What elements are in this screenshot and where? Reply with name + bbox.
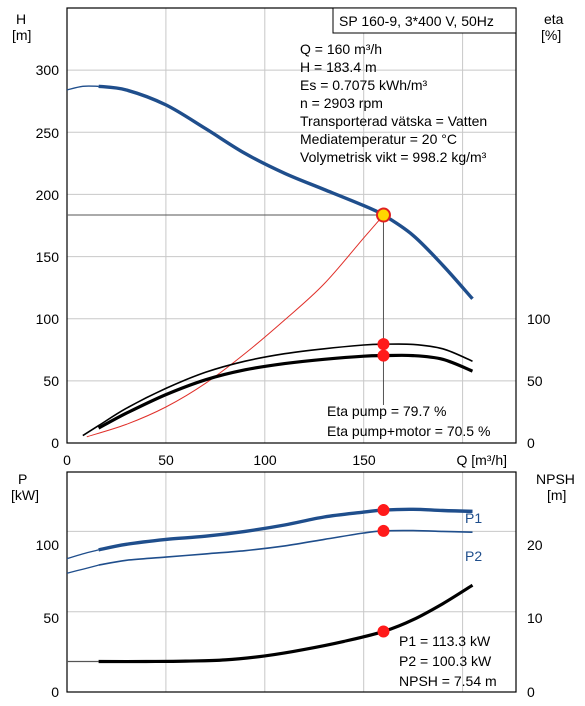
eta-pump-curve (82, 343, 473, 437)
top-ytick-left: 300 (36, 62, 60, 78)
top-panel: H [m] eta [%] 0 50 100 150 200 250 300 0… (12, 7, 564, 468)
system-curve (86, 214, 384, 438)
eta-pump-motor-curve (97, 353, 474, 430)
top-ylabel-right-line2: [%] (541, 27, 561, 43)
top-guides (67, 214, 384, 405)
info-line: Q = 160 m³/h (300, 41, 382, 57)
bottom-ylabel-right-line1: NPSH (536, 471, 575, 487)
eta-pump-marker (377, 338, 390, 351)
bottom-ylabel-left-line2: [kW] (11, 487, 39, 503)
top-curves (66, 84, 474, 438)
eta-pump-motor-marker (377, 349, 390, 362)
p1-marker (377, 504, 390, 517)
bottom-plot-frame (66, 471, 517, 693)
top-ytick-right: 0 (527, 435, 535, 451)
p2-curve (98, 529, 473, 566)
bottom-markers (377, 504, 390, 638)
top-plot-frame (66, 7, 517, 444)
info-line: Volymetrisk vikt = 998.2 kg/m³ (300, 149, 487, 165)
p1-curve-extension (66, 549, 99, 560)
info-line: Transporterad vätska = Vatten (300, 113, 487, 129)
top-xtick: 150 (352, 452, 376, 468)
top-ytick-left: 200 (36, 187, 60, 203)
top-grid (67, 8, 516, 443)
top-ytick-left: 50 (43, 373, 59, 389)
info-line: n = 2903 rpm (300, 95, 383, 111)
top-markers (375, 207, 391, 362)
duty-point-marker (375, 207, 391, 223)
top-ytick-left: 250 (36, 125, 60, 141)
info-block: Q = 160 m³/h H = 183.4 m Es = 0.7075 kWh… (300, 41, 487, 165)
bottom-ytick-left: 0 (51, 684, 59, 700)
top-ylabel-left-line2: [m] (12, 27, 31, 43)
eta-pump-motor-annotation: Eta pump+motor = 70.5 % (327, 423, 490, 439)
top-title-box (332, 7, 517, 34)
bottom-ytick-right: 10 (527, 610, 543, 626)
top-title-box-label: SP 160-9, 3*400 V, 50Hz (339, 13, 494, 29)
bottom-panel: P [kW] NPSH [m] 0 50 100 0 10 20 P1 P2 P… (11, 471, 575, 700)
info-line: H = 183.4 m (300, 59, 377, 75)
bottom-ytick-right: 0 (527, 684, 535, 700)
bottom-ytick-right: 20 (527, 537, 543, 553)
head-curve-extension (66, 85, 99, 91)
p1-value-annotation: P1 = 113.3 kW (399, 633, 491, 649)
head-curve (98, 84, 474, 300)
top-ytick-right: 50 (527, 373, 543, 389)
bottom-curves (66, 507, 474, 664)
top-ylabel-right-line1: eta (544, 11, 564, 27)
p2-value-annotation: P2 = 100.3 kW (399, 653, 492, 669)
top-ytick-left: 0 (51, 435, 59, 451)
p1-curve (98, 507, 473, 552)
bottom-ylabel-left-line1: P (18, 471, 27, 487)
top-ytick-right: 100 (527, 311, 551, 327)
eta-pump-annotation: Eta pump = 79.7 % (327, 403, 446, 419)
p2-curve-extension (66, 564, 99, 574)
top-xtick: 50 (158, 452, 174, 468)
bottom-ytick-left: 100 (36, 537, 60, 553)
npsh-value-annotation: NPSH = 7.54 m (399, 673, 497, 689)
top-ytick-left: 150 (36, 249, 60, 265)
p2-series-label: P2 (465, 548, 482, 564)
top-xtick: 100 (253, 452, 277, 468)
info-line: Es = 0.7075 kWh/m³ (300, 77, 428, 93)
info-line: Mediatemperatur = 20 °C (300, 131, 457, 147)
bottom-ylabel-right-line2: [m] (547, 487, 566, 503)
top-xlabel: Q [m³/h] (456, 452, 507, 468)
npsh-curve (98, 583, 474, 664)
p1-series-label: P1 (465, 510, 482, 526)
npsh-marker (377, 625, 390, 638)
top-xtick: 0 (63, 452, 71, 468)
p2-marker (377, 524, 390, 537)
top-ylabel-left-line1: H (16, 11, 26, 27)
bottom-ytick-left: 50 (43, 610, 59, 626)
top-ytick-left: 100 (36, 311, 60, 327)
